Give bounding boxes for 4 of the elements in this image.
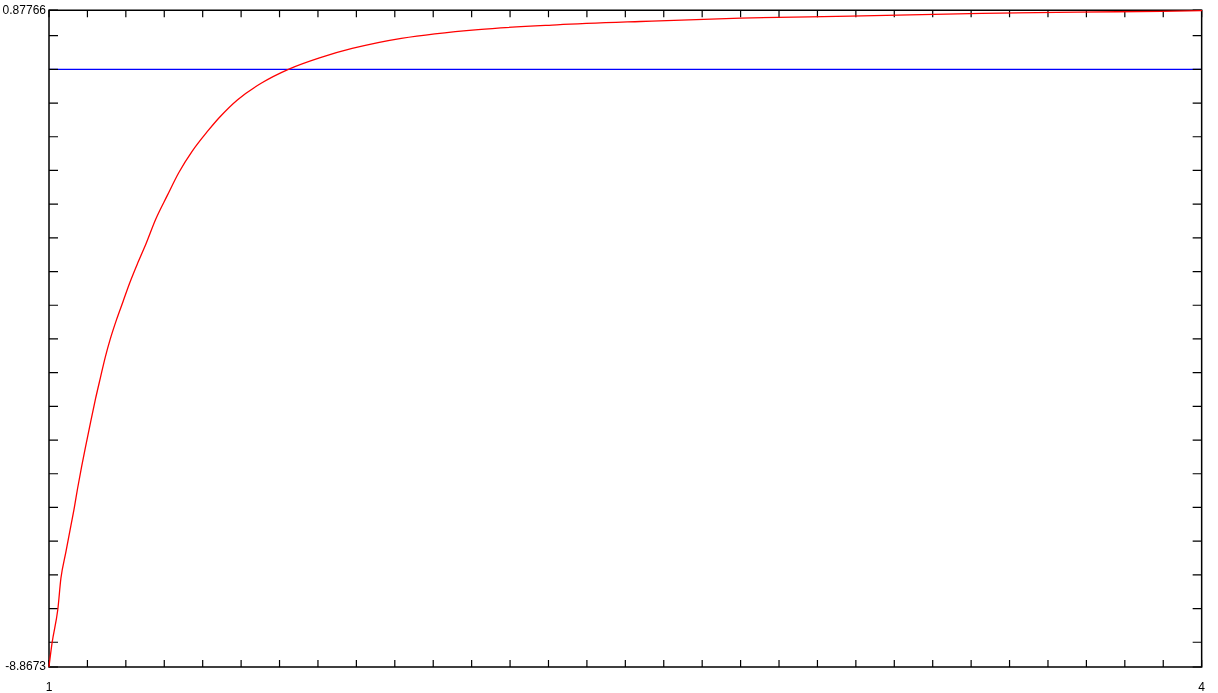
- y-tick-label: 0.87766: [2, 2, 47, 17]
- x-tick-label: 1: [45, 679, 53, 693]
- x-tick-label: 4: [1198, 679, 1206, 693]
- y-tick-label: -8.8673: [5, 659, 47, 674]
